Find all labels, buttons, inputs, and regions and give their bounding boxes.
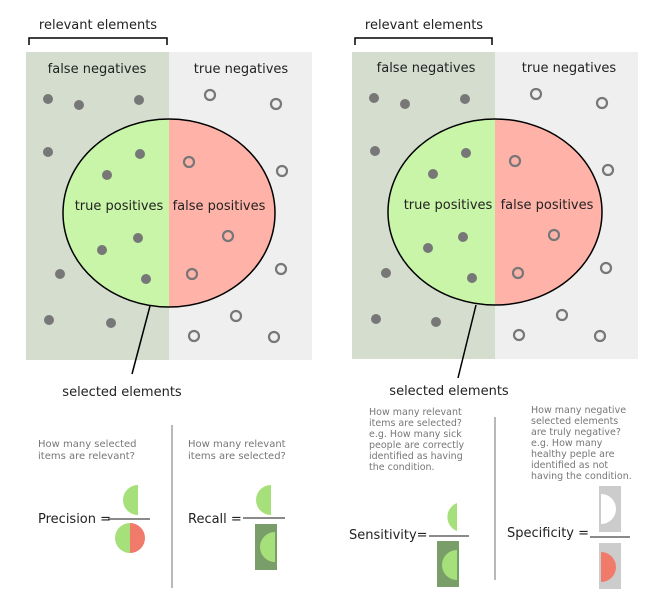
recall-numerator-icon [256,485,271,515]
left-relevant-dots [43,94,151,328]
specificity-formula: How many negative selected elements are … [507,405,632,589]
sensitivity-numerator-icon [447,503,457,531]
right-selected-ellipse [387,118,603,306]
recall-denominator-half-icon [260,532,275,562]
sensitivity-formula: How many relevant items are selected? e.… [349,407,469,587]
left-relevant-bracket [28,37,168,45]
left-selected-label: selected elements [62,385,182,400]
right-nonrelevant-dots [508,87,615,343]
precision-formula: How many selected items are relevant? Pr… [38,439,150,553]
left-selected-pointer [131,305,151,375]
right-relevant-dots [369,93,477,327]
left-true-positives-label: true positives [75,199,164,214]
specificity-label: Specificity = [507,526,589,541]
left-false-positives-label: false positives [173,199,266,214]
right-selected-label: selected elements [389,384,509,399]
right-true-positives-region [388,119,495,305]
precision-denominator-green-icon [115,523,130,553]
right-relevant-bracket [354,37,493,45]
sensitivity-label: Sensitivity= [349,528,428,543]
left-nonrelevant-dots [182,88,289,344]
specificity-numerator-half-icon [601,494,616,524]
sensitivity-question: How many relevant items are selected? e.… [369,407,467,473]
recall-formula: How many relevant items are selected? Re… [188,439,289,570]
left-selected-ellipse [62,118,276,308]
right-relevant-label: relevant elements [365,18,483,33]
right-false-positives-label: false positives [501,198,594,213]
left-relevant-label: relevant elements [39,18,157,33]
right-diagram: relevant elements false negatives true n… [352,18,638,399]
left-diagram: relevant elements false negatives true n… [26,18,312,400]
left-true-negatives-label: true negatives [194,62,289,77]
precision-question: How many selected items are relevant? [38,439,140,462]
specificity-question: How many negative selected elements are … [531,405,632,482]
left-true-positives-region [63,119,169,307]
right-true-positives-label: true positives [404,198,493,213]
precision-denominator-red-icon [130,523,145,553]
precision-numerator-icon [123,485,138,515]
left-false-positives-region [169,119,275,307]
sensitivity-denominator-half-icon [442,550,457,580]
right-false-positives-region [495,119,602,305]
specificity-denominator-half-icon [601,552,616,582]
right-true-negatives-label: true negatives [522,61,617,76]
right-false-negatives-label: false negatives [377,61,476,76]
right-selected-pointer [457,304,477,379]
left-false-negatives-label: false negatives [48,62,147,77]
precision-label: Precision = [38,512,111,527]
recall-question: How many relevant items are selected? [188,439,289,462]
recall-label: Recall = [188,512,242,527]
